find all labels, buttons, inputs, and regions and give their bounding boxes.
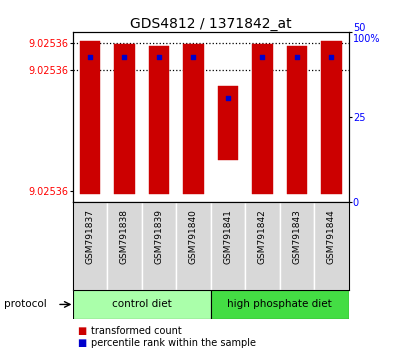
FancyBboxPatch shape — [107, 202, 142, 290]
Point — [156, 54, 162, 59]
Text: percentile rank within the sample: percentile rank within the sample — [91, 338, 256, 348]
Bar — [217, 86, 238, 160]
Point — [121, 54, 128, 59]
Bar — [149, 46, 169, 194]
Text: GSM791844: GSM791844 — [327, 209, 336, 264]
Text: ■: ■ — [77, 326, 86, 336]
Text: GSM791837: GSM791837 — [85, 209, 94, 264]
FancyBboxPatch shape — [314, 202, 349, 290]
FancyBboxPatch shape — [211, 202, 245, 290]
Text: GSM791839: GSM791839 — [154, 209, 164, 264]
Bar — [114, 44, 135, 194]
Point — [190, 54, 197, 59]
Text: GSM791840: GSM791840 — [189, 209, 198, 264]
FancyBboxPatch shape — [245, 202, 280, 290]
Text: GSM791842: GSM791842 — [258, 209, 267, 264]
Bar — [321, 41, 342, 194]
Text: control diet: control diet — [112, 299, 171, 309]
FancyBboxPatch shape — [73, 290, 211, 319]
FancyBboxPatch shape — [280, 202, 314, 290]
Point — [293, 54, 300, 59]
Point — [328, 54, 334, 59]
Text: protocol: protocol — [4, 299, 47, 309]
Text: high phosphate diet: high phosphate diet — [227, 299, 332, 309]
Text: GSM791843: GSM791843 — [292, 209, 301, 264]
Text: GSM791838: GSM791838 — [120, 209, 129, 264]
Title: GDS4812 / 1371842_at: GDS4812 / 1371842_at — [130, 17, 291, 31]
FancyBboxPatch shape — [142, 202, 176, 290]
Bar — [80, 41, 100, 194]
FancyBboxPatch shape — [176, 202, 211, 290]
Bar — [183, 44, 204, 194]
Text: GSM791841: GSM791841 — [223, 209, 232, 264]
Point — [259, 54, 266, 59]
Point — [87, 54, 93, 59]
Point — [225, 96, 231, 101]
FancyBboxPatch shape — [73, 202, 107, 290]
FancyBboxPatch shape — [211, 290, 349, 319]
Text: ■: ■ — [77, 338, 86, 348]
Text: transformed count: transformed count — [91, 326, 182, 336]
Bar — [286, 46, 307, 194]
Bar — [252, 44, 273, 194]
